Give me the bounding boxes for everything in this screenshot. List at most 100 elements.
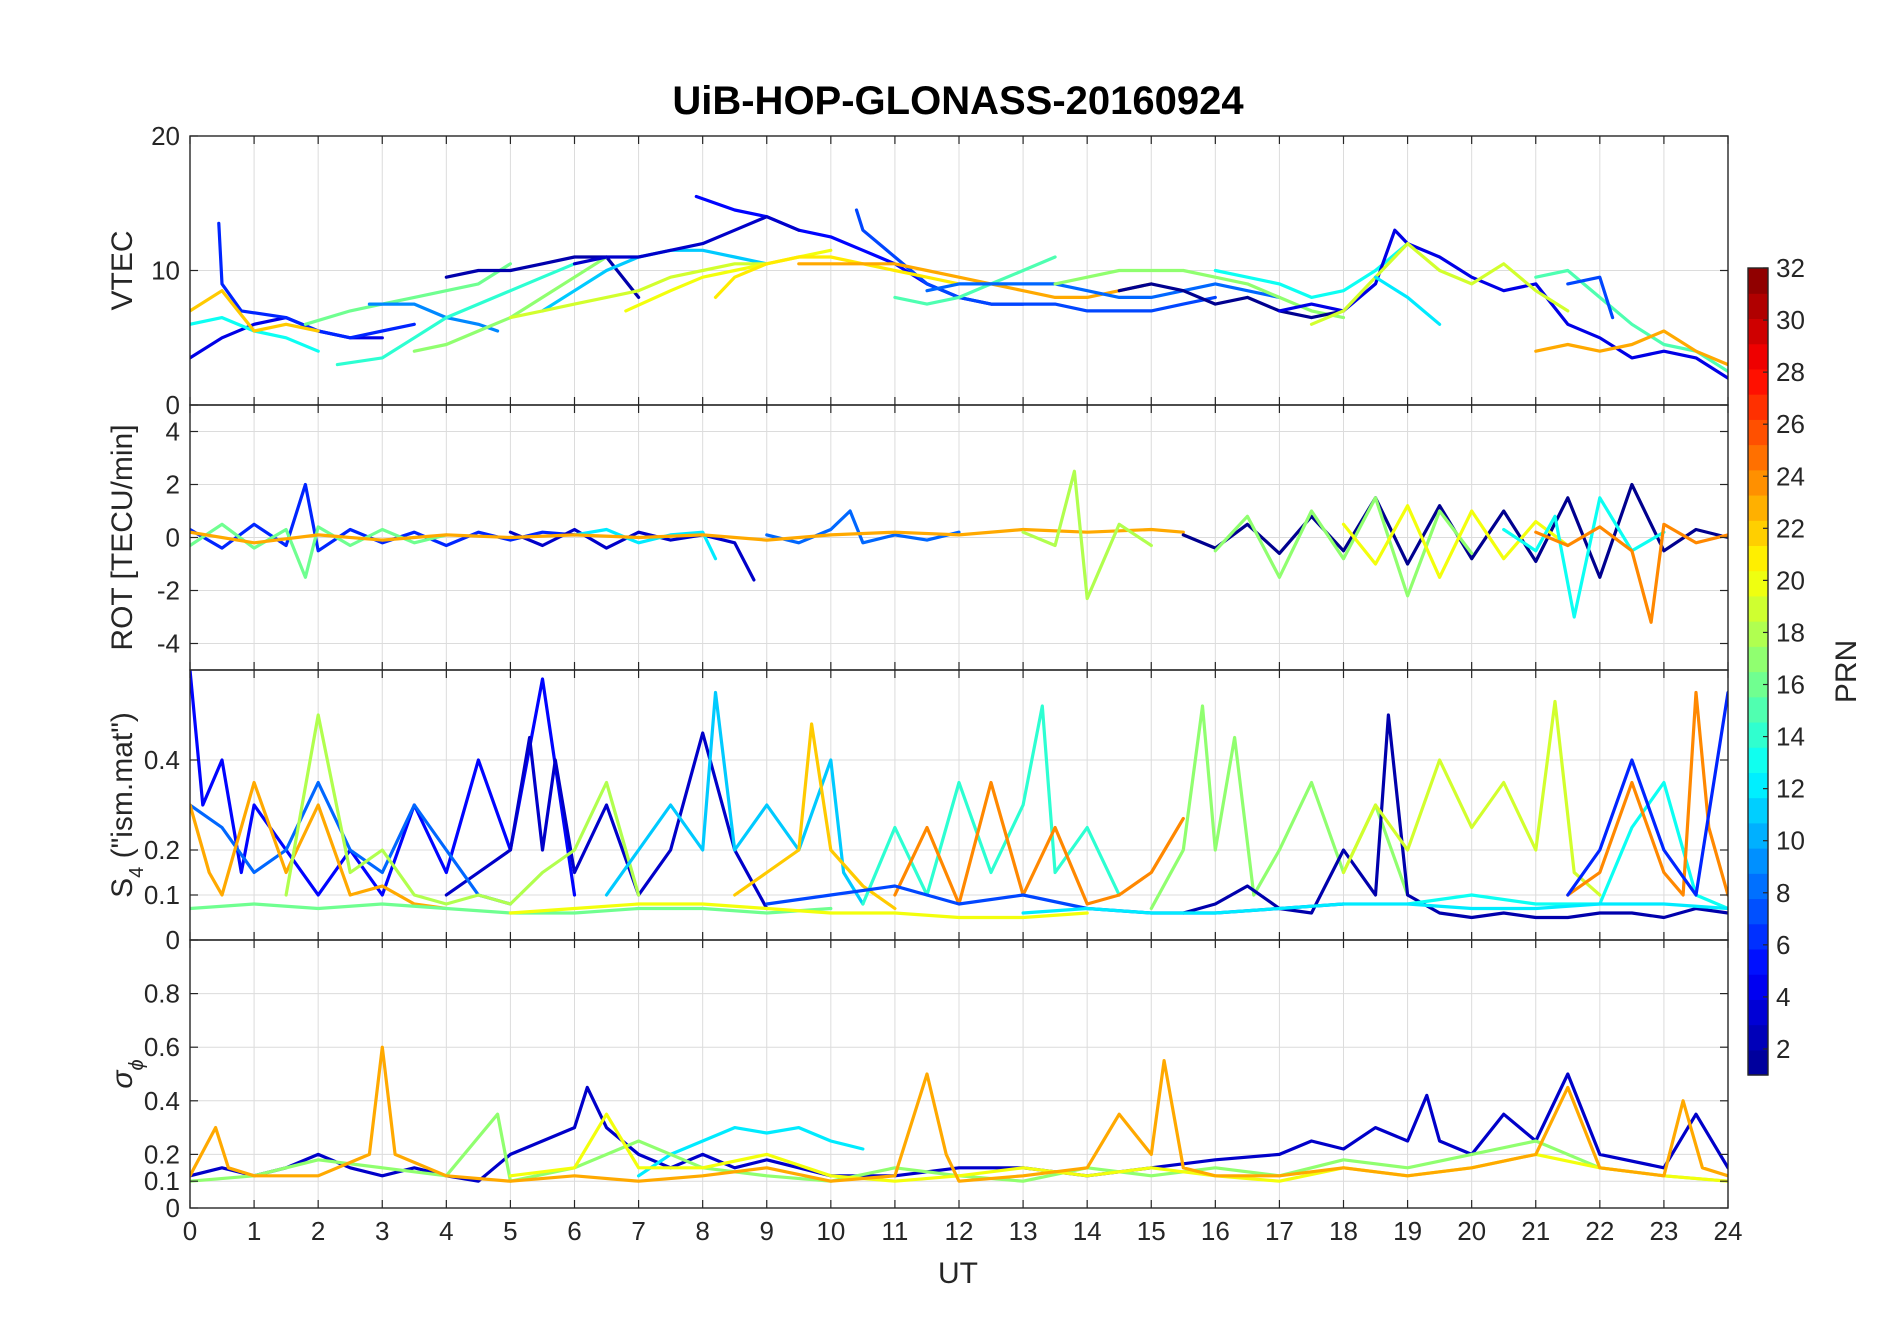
colorbar-tick-label: 30 — [1776, 305, 1805, 335]
series-line-prn-3 — [444, 731, 769, 911]
x-tick-label: 0 — [183, 1216, 197, 1246]
colorbar-band — [1748, 873, 1768, 900]
panel-vtec: 0 10 20 VTEC — [106, 121, 1729, 420]
colorbar-tick-label: 12 — [1776, 774, 1805, 804]
y-tick-label: 0.1 — [144, 1166, 180, 1196]
y-tick-label: 0 — [166, 925, 180, 955]
series-group — [190, 1045, 1728, 1183]
colorbar-tick-label: 32 — [1776, 253, 1805, 283]
series-line-prn-6 — [1566, 690, 1728, 897]
series-line-prn-17 — [1053, 268, 1346, 320]
y-tick-label: 0.4 — [144, 745, 180, 775]
series-line-prn-18 — [284, 713, 641, 906]
colorbar-band — [1748, 621, 1768, 647]
series-line-prn-17 — [1213, 496, 1474, 598]
colorbar-band — [1748, 444, 1768, 471]
colorbar-band — [1748, 747, 1768, 773]
colorbar-tick-label: 18 — [1776, 617, 1805, 647]
colorbar-band — [1748, 721, 1768, 748]
series-line-prn-12 — [1373, 275, 1442, 326]
colorbar-tick-label: 20 — [1776, 565, 1805, 595]
x-tick-label: 6 — [567, 1216, 581, 1246]
colorbar-band — [1748, 671, 1768, 698]
series-line-prn-22 — [190, 289, 320, 333]
colorbar-band — [1748, 999, 1768, 1026]
series-line-prn-3 — [572, 215, 801, 266]
colorbar-band — [1748, 797, 1768, 824]
series-line-prn-23 — [190, 1045, 1728, 1183]
y-tick-label: 0.4 — [144, 1086, 180, 1116]
series-line-prn-21 — [713, 255, 961, 299]
colorbar-band — [1748, 848, 1768, 874]
x-tick-label: 5 — [503, 1216, 517, 1246]
x-tick-label: 18 — [1329, 1216, 1358, 1246]
series-line-prn-20 — [1341, 504, 1570, 579]
colorbar-label: PRN — [1830, 640, 1863, 703]
y-tick-label: 0.8 — [144, 979, 180, 1009]
series-line-prn-14 — [335, 262, 577, 367]
series-line-prn-15 — [893, 255, 1057, 306]
y-tick-label: 0 — [166, 390, 180, 420]
colorbar-tick-label: 2 — [1776, 1034, 1790, 1064]
series-line-prn-18 — [1021, 469, 1153, 601]
x-tick-label: 19 — [1393, 1216, 1422, 1246]
series-line-prn-8 — [765, 509, 961, 545]
colorbar-tick-label: 4 — [1776, 982, 1790, 1012]
x-tick-label: 16 — [1201, 1216, 1230, 1246]
colorbar-band — [1748, 948, 1768, 975]
y-tick-label: 0.1 — [144, 880, 180, 910]
y-tick-label: 0.2 — [144, 1139, 180, 1169]
x-tick-label: 7 — [631, 1216, 645, 1246]
colorbar-band — [1748, 570, 1768, 597]
colorbar-band — [1748, 1049, 1768, 1076]
x-tick-label: 14 — [1073, 1216, 1102, 1246]
colorbar-band — [1748, 520, 1768, 547]
panel-s4: 0 0.1 0.2 0.4S4 ("ism.mat") — [106, 669, 1729, 955]
colorbar-tick-label: 6 — [1776, 930, 1790, 960]
colorbar-tick-label: 28 — [1776, 357, 1805, 387]
colorbar-band — [1748, 368, 1768, 395]
y-tick-label: 10 — [151, 256, 180, 286]
x-tick-label: 20 — [1457, 1216, 1486, 1246]
series-line-prn-12 — [636, 1125, 865, 1178]
x-tick-label: 21 — [1521, 1216, 1550, 1246]
colorbar-band — [1748, 545, 1768, 572]
series-line-prn-4 — [1277, 228, 1728, 380]
colorbar-tick-label: 26 — [1776, 409, 1805, 439]
colorbar-frame — [1747, 267, 1769, 1076]
y-axis-label-sigma_phi: σϕ — [106, 1059, 148, 1088]
y-tick-label: 0 — [166, 523, 180, 553]
colorbar-band — [1748, 1024, 1768, 1051]
x-tick-label: 1 — [247, 1216, 261, 1246]
y-axis-label-rot: ROT [TECU/min] — [106, 424, 139, 650]
y-tick-label: 2 — [166, 470, 180, 500]
y-axis-label-s4: S4 ("ism.mat") — [106, 712, 148, 898]
colorbar-band — [1748, 696, 1768, 723]
series-group — [190, 194, 1728, 380]
series-line-prn-19 — [1341, 699, 1602, 897]
y-tick-label: 0 — [166, 1193, 180, 1223]
series-line-prn-13 — [1405, 780, 1728, 911]
x-tick-label: 2 — [311, 1216, 325, 1246]
series-line-prn-24 — [1534, 522, 1728, 624]
y-tick-label: 20 — [151, 121, 180, 151]
series-line-prn-17 — [190, 1112, 1728, 1183]
colorbar-tick-label: 16 — [1776, 670, 1805, 700]
colorbar-band — [1748, 343, 1768, 370]
colorbar-band — [1748, 822, 1768, 849]
series-line-prn-8 — [190, 780, 512, 906]
colorbar-tick-label: 14 — [1776, 722, 1805, 752]
x-tick-label: 9 — [760, 1216, 774, 1246]
series-group — [190, 469, 1728, 624]
y-axis-label-vtec: VTEC — [106, 230, 139, 310]
series-line-prn-20 — [508, 902, 1089, 920]
series-line-prn-3 — [508, 527, 756, 582]
chart-title: UiB-HOP-GLONASS-20160924 — [672, 79, 1244, 123]
series-line-prn-23 — [1534, 329, 1728, 367]
series-line-prn-6 — [217, 221, 416, 340]
y-tick-label: 4 — [166, 417, 180, 447]
y-tick-label: 0.2 — [144, 835, 180, 865]
